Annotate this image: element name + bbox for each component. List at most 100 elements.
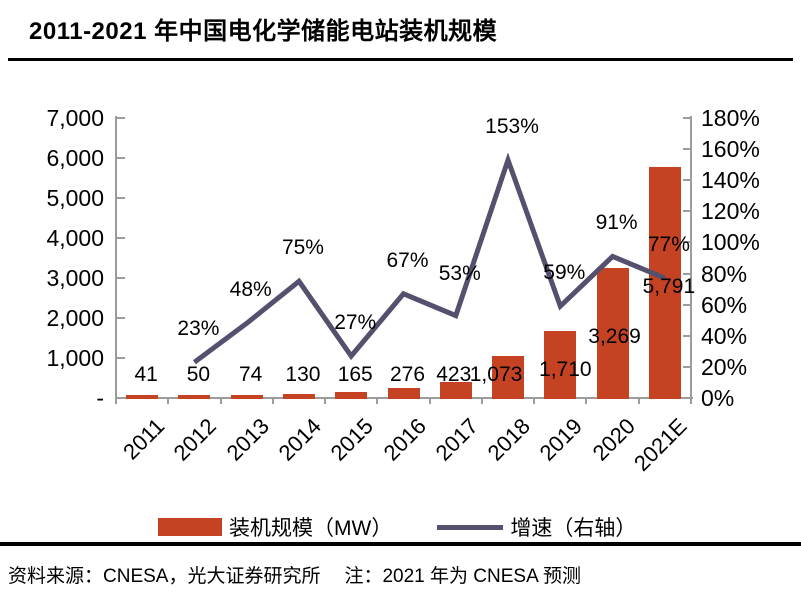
legend-line-swatch	[437, 524, 504, 530]
bar-value-label: 74	[238, 363, 263, 386]
axis-tick	[117, 397, 125, 399]
bar	[387, 387, 420, 399]
right-axis-line	[690, 116, 692, 399]
right-axis-label: 80%	[701, 260, 748, 287]
bar-value-label: 50	[186, 363, 211, 386]
axis-tick	[683, 241, 690, 244]
x-axis-label: 2015	[325, 413, 379, 466]
source-note: 资料来源：CNESA，光大证券研究所	[8, 566, 321, 587]
axis-tick	[271, 398, 274, 404]
axis-tick	[117, 237, 125, 239]
bar-value-label: 165	[337, 363, 373, 386]
growth-rate-label: 23%	[177, 317, 220, 341]
axis-tick	[117, 117, 125, 119]
y-axis-line	[115, 116, 117, 399]
axis-tick	[683, 365, 690, 368]
bar-value-label: 41	[134, 363, 158, 386]
x-axis-label: 2014	[273, 413, 326, 466]
right-axis-label: 0%	[701, 385, 735, 411]
x-axis-label: 2012	[169, 413, 222, 466]
y-axis-label: 1,000	[46, 345, 104, 371]
right-axis-label: 60%	[701, 291, 748, 318]
axis-tick	[683, 210, 690, 213]
x-axis-label: 2018	[482, 413, 536, 466]
axis-tick	[324, 398, 327, 404]
y-axis-label: 4,000	[46, 225, 104, 251]
axis-tick	[167, 398, 170, 404]
y-axis-label: 5,000	[46, 185, 104, 211]
axis-tick	[683, 397, 690, 399]
chart-legend: 装机规模（MW） 增速（右轴）	[158, 514, 636, 540]
axis-tick	[117, 277, 125, 279]
right-axis-label: 40%	[701, 322, 748, 349]
forecast-note: 注：2021 年为 CNESA 预测	[344, 566, 581, 587]
axis-tick	[117, 317, 125, 319]
axis-tick	[533, 398, 536, 404]
footer: 资料来源：CNESA，光大证券研究所 注：2021 年为 CNESA 预测	[8, 561, 581, 588]
right-axis-label: 180%	[701, 105, 760, 131]
y-axis-label: 6,000	[46, 145, 104, 171]
bar	[439, 382, 472, 399]
growth-rate-label: 77%	[647, 233, 690, 257]
x-axis-label: 2011	[117, 413, 170, 465]
bar-value-label: 3,269	[588, 325, 641, 348]
axis-tick	[683, 272, 690, 275]
axis-tick	[117, 357, 125, 359]
axis-tick	[683, 303, 690, 306]
x-axis-label: 2013	[221, 413, 274, 466]
bar-value-label: 5,791	[642, 275, 696, 298]
bar	[335, 392, 368, 399]
axis-tick	[376, 398, 379, 404]
axis-tick	[219, 398, 222, 404]
y-axis-label: 2,000	[46, 305, 104, 331]
growth-rate-label: 75%	[281, 236, 324, 260]
legend-line-label: 增速（右轴）	[510, 517, 637, 540]
axis-tick	[683, 117, 690, 119]
axis-tick	[115, 398, 117, 404]
bar-value-label: 276	[389, 363, 426, 386]
legend-bar-swatch	[158, 518, 222, 536]
growth-rate-label: 153%	[485, 115, 539, 138]
growth-rate-label: 48%	[229, 278, 272, 302]
growth-rate-label: 67%	[386, 248, 429, 272]
right-axis-label: 160%	[701, 136, 760, 163]
x-axis-label: 2016	[378, 413, 431, 466]
axis-tick	[428, 398, 431, 404]
legend-bar-label: 装机规模（MW）	[229, 517, 393, 540]
growth-rate-label: 53%	[438, 261, 481, 285]
figure-title: 2011-2021 年中国电化学储能电站装机规模	[29, 18, 498, 45]
axis-tick	[585, 398, 588, 404]
axis-tick	[480, 398, 483, 404]
x-axis-label: 2021E	[629, 413, 692, 476]
axis-tick	[117, 197, 125, 199]
axis-tick	[637, 398, 640, 404]
axis-tick	[683, 179, 690, 182]
y-axis-label: 3,000	[46, 265, 104, 291]
right-axis-label: 140%	[701, 167, 760, 194]
title-divider	[8, 58, 793, 61]
right-axis-label: 20%	[701, 353, 748, 380]
growth-rate-label: 27%	[334, 311, 377, 334]
axis-tick	[117, 157, 125, 159]
bar	[126, 395, 159, 399]
axis-tick	[683, 334, 690, 337]
bar-value-label: 130	[285, 363, 321, 386]
bar	[282, 393, 315, 399]
footer-divider	[0, 542, 801, 546]
x-axis-label: 2019	[535, 413, 588, 466]
growth-rate-label: 91%	[595, 211, 638, 235]
bar-value-label: 423	[436, 363, 472, 386]
bar-value-label: 1,710	[539, 358, 592, 381]
axis-tick	[690, 398, 692, 404]
axis-tick	[683, 148, 690, 151]
growth-rate-label: 59%	[543, 261, 586, 285]
y-axis-label: 7,000	[46, 105, 104, 131]
right-axis-label: 120%	[701, 198, 760, 225]
y-axis-label: -	[96, 385, 104, 411]
right-axis-label: 100%	[701, 229, 760, 256]
bar-value-label: 1,073	[469, 363, 523, 386]
x-axis-label: 2017	[430, 413, 483, 466]
bar	[178, 395, 211, 399]
